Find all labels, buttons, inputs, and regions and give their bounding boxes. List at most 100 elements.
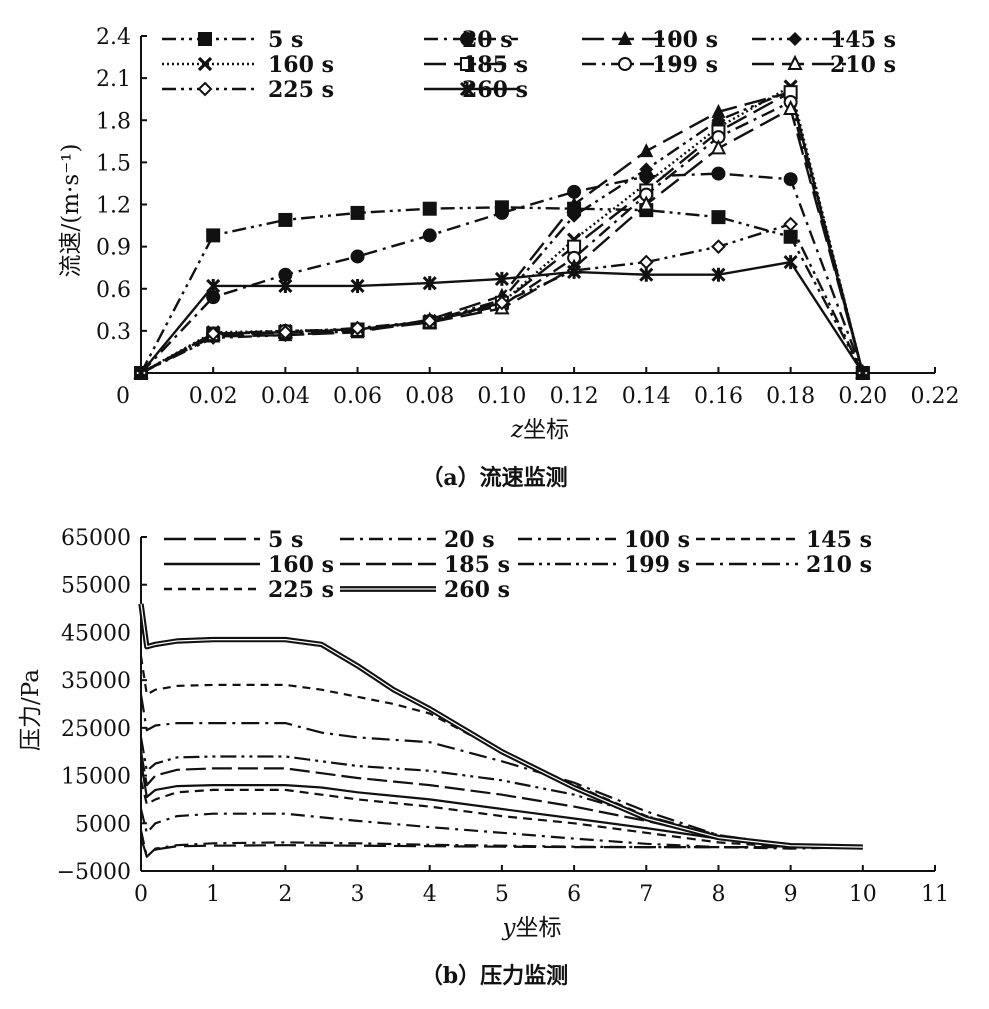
series-145s [139, 780, 863, 849]
data-point [206, 290, 221, 305]
legend-label: 145 s [830, 27, 896, 53]
legend-a: 5 s 20 s 100 s 145 s 160 s 185 s 199 s 210 s 225… [162, 27, 896, 103]
series-210s [139, 694, 863, 849]
y-axis-label: 流速/(m·s⁻¹) [58, 144, 84, 278]
legend-item: 210 s [752, 52, 896, 78]
series-185s [134, 85, 870, 380]
y-tick-label: 25000 [61, 717, 131, 742]
series-line-inner [140, 603, 863, 848]
series-line [140, 223, 864, 375]
x-tick-label: 3 [351, 882, 365, 907]
series-line [139, 206, 864, 374]
y-tick-label: 55000 [61, 574, 131, 599]
legend-item: 260 s [424, 77, 528, 103]
caption-a: （a）流速监测 [421, 465, 568, 491]
y-tick-label: 5000 [75, 812, 131, 837]
y-tick-label: 0.3 [96, 320, 131, 345]
legend-item: 210 s [696, 552, 872, 578]
data-point [278, 267, 293, 282]
series-line [140, 172, 864, 374]
x-tick-label: 0.16 [694, 384, 743, 409]
data-point [494, 271, 509, 286]
legend-label: 160 s [268, 552, 334, 578]
data-point [277, 324, 293, 340]
series-line [140, 85, 864, 375]
legend-item: 145 s [752, 27, 896, 53]
x-tick-label: 0.18 [766, 384, 815, 409]
data-point [206, 228, 221, 243]
legend-marker [618, 31, 632, 45]
data-point [711, 103, 726, 118]
data-point [494, 205, 509, 220]
y-tick-label: 0.9 [96, 236, 131, 261]
x-tick-label: 11 [921, 882, 949, 907]
data-point [639, 143, 654, 158]
data-point [567, 184, 582, 199]
series-260s [133, 255, 870, 381]
data-point [639, 162, 654, 177]
x-tick-label: 0.10 [477, 384, 526, 409]
series-line [140, 100, 864, 375]
legend-label: 185 s [444, 552, 510, 578]
data-point [638, 195, 654, 211]
x-tick-label: 0.02 [189, 384, 238, 409]
y-tick-label: 2.1 [96, 67, 131, 92]
data-point [783, 172, 798, 187]
data-point [638, 254, 654, 270]
origin-label: 0 [116, 384, 130, 409]
legend-item: 199 s [518, 552, 690, 578]
y-tick-label: 0.6 [96, 278, 131, 303]
legend-label: 5 s [268, 27, 303, 53]
data-point [711, 239, 726, 255]
y-tick-label: 45000 [61, 621, 131, 646]
x-tick-label: 0.04 [261, 384, 310, 409]
data-point [350, 320, 365, 336]
y-tick-label: 65000 [61, 526, 131, 551]
caption-b: （b）压力监测 [420, 963, 569, 989]
y-tick-label: 35000 [61, 669, 131, 694]
legend-item: 185 s [340, 552, 510, 578]
x-tick-label: 0.22 [911, 384, 960, 409]
x-tick-label: 2 [278, 882, 292, 907]
data-point [711, 267, 726, 282]
x-axis-label: y坐标 [502, 915, 562, 941]
x-tick-label: 0 [134, 882, 148, 907]
data-point [278, 278, 293, 294]
data-point [205, 326, 221, 342]
legend-label: 145 s [806, 527, 872, 553]
data-point [278, 212, 293, 227]
legend-marker [788, 32, 802, 46]
legend-item: 20 s [340, 527, 495, 553]
legend-marker [197, 56, 213, 72]
legend-item: 145 s [696, 527, 872, 553]
x-tick-label: 0.20 [838, 384, 887, 409]
legend-marker [460, 32, 474, 46]
legend-label: 225 s [268, 77, 334, 103]
y-axis-label: 压力/Pa [18, 669, 44, 751]
legend-item: 20 s [424, 27, 518, 53]
x-axis-label: z坐标 [510, 417, 569, 443]
legend-marker [460, 57, 474, 71]
series-line [139, 761, 863, 849]
series-line [140, 91, 864, 375]
series-line [139, 780, 863, 849]
x-tick-label: 4 [423, 882, 437, 907]
y-tick-label: 15000 [61, 765, 131, 790]
data-point [350, 205, 365, 220]
data-point [350, 249, 365, 264]
legend-label: 185 s [462, 52, 528, 78]
series-line [139, 808, 863, 850]
legend-label: 20 s [444, 527, 495, 553]
legend-label: 210 s [806, 552, 872, 578]
legend-marker [459, 81, 475, 97]
data-point [855, 365, 870, 381]
series-100s [134, 84, 870, 379]
legend-item: 100 s [582, 27, 718, 53]
legend-item: 260 s [340, 577, 510, 603]
x-tick-label: 7 [639, 882, 653, 907]
data-point [494, 295, 510, 311]
legend-label: 160 s [268, 52, 334, 78]
legend-item: 5 s [164, 527, 303, 553]
series-260s [138, 603, 863, 850]
